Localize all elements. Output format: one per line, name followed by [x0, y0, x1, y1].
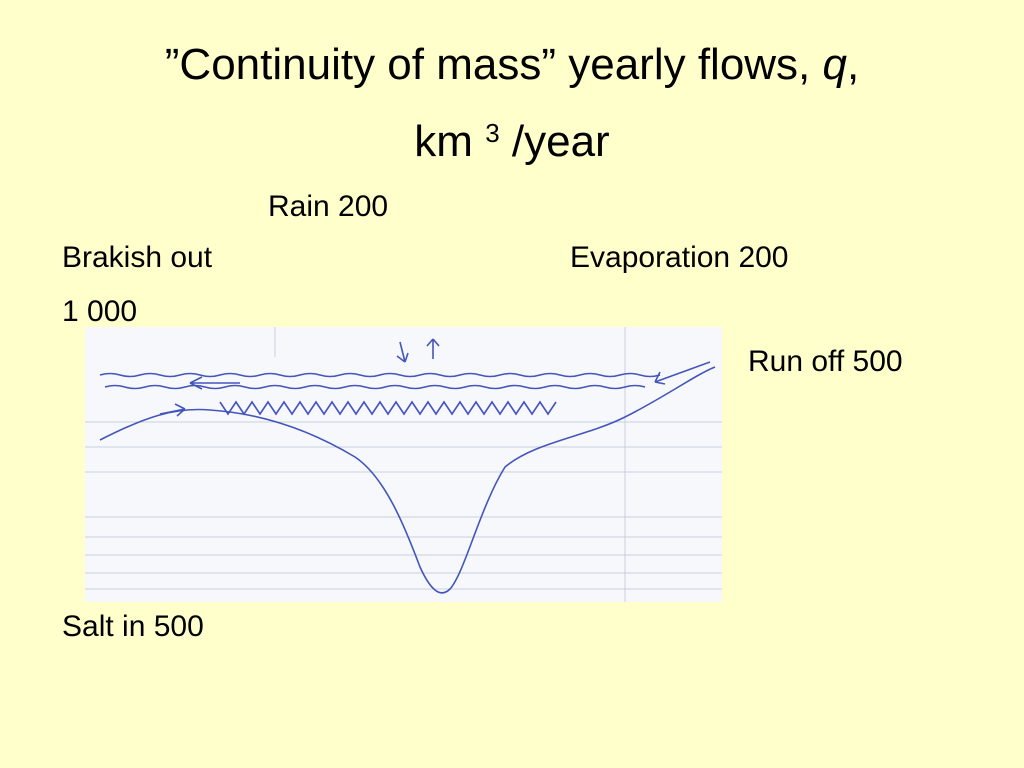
rain-label: Rain 200 [268, 190, 389, 223]
brakish-label: Brakish out [62, 241, 213, 274]
title-text: ”Continuity of mass” yearly flows, [164, 40, 823, 89]
title-line-1: ”Continuity of mass” yearly flows, q, [0, 40, 1024, 90]
title-line-2: km 3 /year [0, 108, 1024, 167]
title-q: q [822, 40, 847, 89]
title-unit-end: /year [499, 117, 610, 166]
brakish-value: 1 000 [62, 295, 138, 328]
salt-label: Salt in 500 [62, 610, 204, 643]
runoff-label: Run off 500 [748, 345, 903, 378]
title-superscript: 3 [485, 118, 500, 148]
title-comma: , [847, 40, 860, 89]
title-unit: km [414, 117, 486, 166]
sketch [85, 327, 722, 602]
evaporation-label: Evaporation 200 [570, 241, 789, 274]
